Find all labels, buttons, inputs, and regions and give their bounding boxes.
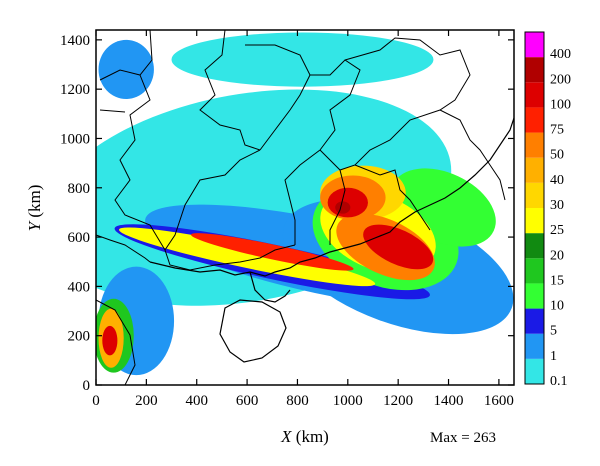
x-axis: 0 200 400 600 800 1000 1200 1400 1600 [92,30,514,409]
x-tick-label: 1600 [484,393,514,409]
x-tick-label: 800 [286,393,309,409]
boundary-line [99,109,126,113]
y-tick-label: 1400 [60,33,90,49]
rain-contour-25 [118,227,376,287]
colorbar-swatch [525,258,544,284]
x-tick-label: 1000 [333,393,363,409]
rainfall-field [96,32,514,376]
y-tick-label: 1000 [60,131,90,147]
coastline [149,117,514,277]
colorbar-label: 30 [550,198,564,213]
colorbar-swatch [525,32,544,58]
rain-contour-200 [335,201,351,214]
colorbar-label: 15 [550,273,564,288]
boundary-line [96,299,136,385]
rain-contour-1 [98,39,154,100]
rain-contour-100 [327,187,368,218]
y-tick-label: 800 [68,181,91,197]
x-axis-title: X (km) [280,427,329,446]
colorbar-swatch [525,333,544,359]
colorbar-label: 400 [550,47,571,62]
rain-contour-100 [102,325,118,356]
y-tick-label: 200 [68,329,91,345]
boundary-line [114,74,166,251]
boundary-line [96,234,151,263]
boundary-line [319,37,471,171]
y-tick-label: 600 [68,230,91,246]
colorbar-label: 100 [550,97,571,112]
x-tick-label: 0 [92,393,100,409]
colorbar-swatch [525,208,544,234]
colorbar-label: 1 [550,349,557,364]
colorbar-swatch [525,308,544,334]
colorbar-label: 75 [550,123,564,138]
colorbar-swatch [525,107,544,133]
province-boundaries [96,30,514,385]
boundary-line [284,149,321,245]
colorbar-label: 0.1 [550,374,568,389]
x-tick-label: 1400 [434,393,464,409]
colorbar-label: 50 [550,148,564,163]
boundary-line [354,164,431,231]
y-tick-label: 400 [68,279,91,295]
colorbar-frame [524,31,545,385]
colorbar-swatch [525,82,544,108]
boundary-line [164,149,296,271]
colorbar-swatch [525,182,544,208]
x-tick-label: 200 [135,393,158,409]
max-annotation: Max = 263 [430,430,496,446]
colorbar-label: 40 [550,173,564,188]
colorbar-swatch [525,157,544,183]
colorbar-label: 25 [550,223,564,238]
x-tick-label: 400 [185,393,208,409]
y-tick-label: 1200 [60,82,90,98]
y-axis-title: Y (km) [25,185,44,232]
colorbar-swatch [525,132,544,158]
colorbar-label: 200 [550,72,571,87]
colorbar-swatch [525,57,544,83]
x-tick-label: 600 [236,393,259,409]
colorbar-swatch [525,283,544,309]
boundary-line [439,109,506,201]
colorbar-label: 10 [550,299,564,314]
boundary-line [199,30,261,151]
x-tick-label: 1200 [383,393,413,409]
island-outline [219,299,287,363]
colorbar-label: 20 [550,248,564,263]
colorbar-swatch [525,233,544,259]
colorbar-swatch [525,358,544,384]
y-tick-label: 0 [83,378,91,394]
boundary-line [259,74,311,151]
coastline [249,271,291,303]
boundary-line [329,169,346,245]
plot-frame [95,29,515,386]
y-axis: 0 200 400 600 800 1000 1200 1400 [60,33,514,394]
colorbar-label: 5 [550,324,557,339]
